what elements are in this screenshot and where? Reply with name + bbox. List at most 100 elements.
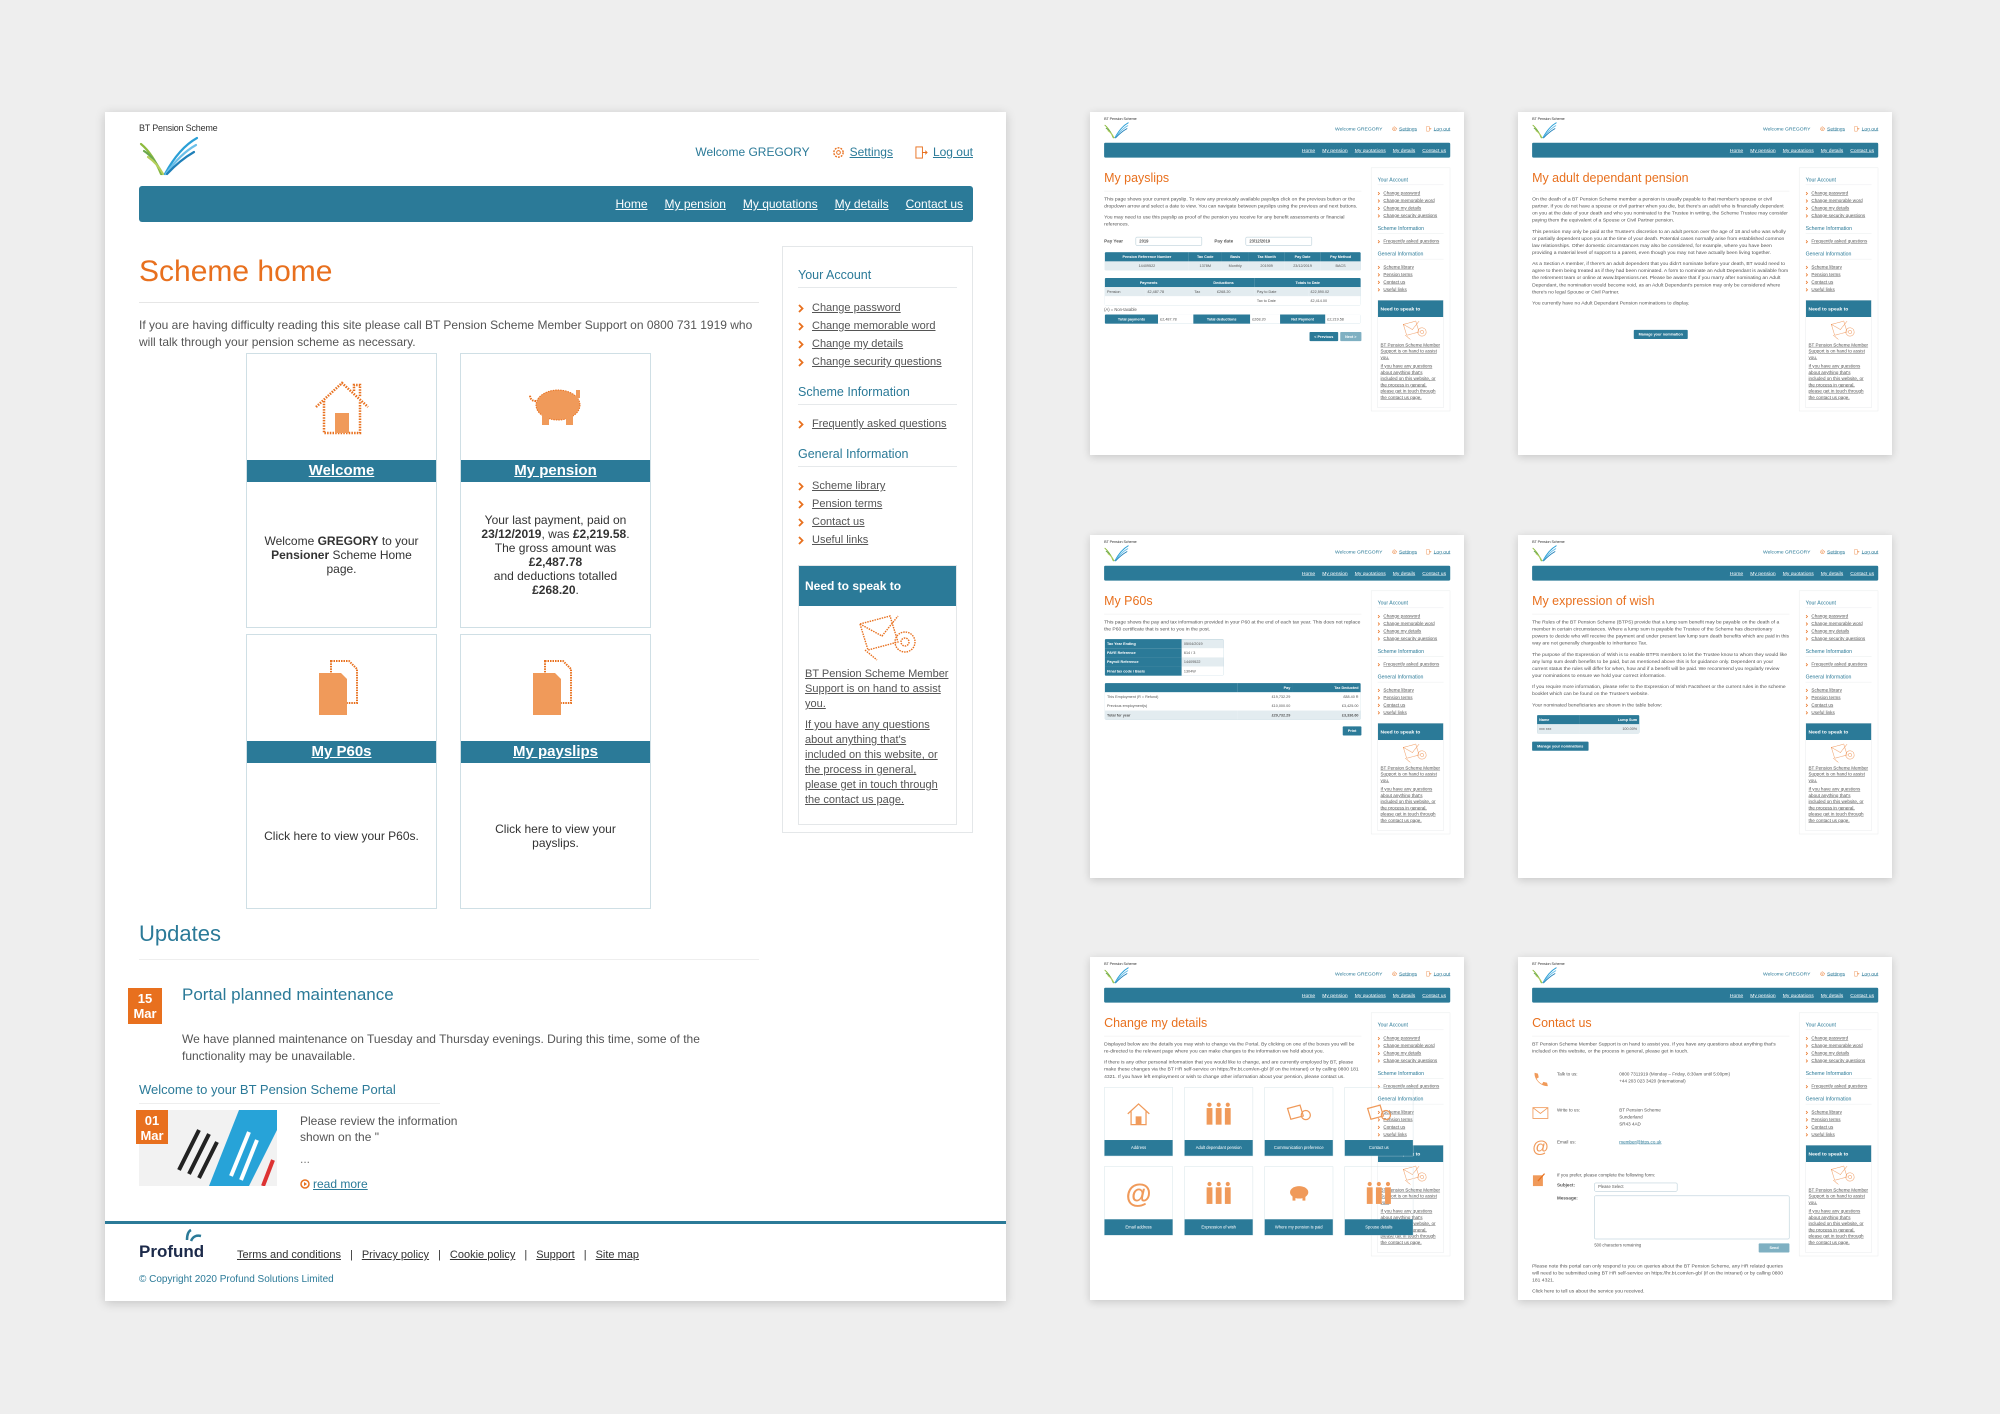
- sidebar-item[interactable]: Pension terms: [1377, 694, 1444, 701]
- speak-text-1[interactable]: BT Pension Scheme Member Support is on h…: [1380, 1187, 1441, 1206]
- address-tile[interactable]: Address: [1104, 1087, 1173, 1157]
- pension-terms-link[interactable]: Pension terms: [1811, 695, 1841, 701]
- sidebar-item[interactable]: Change memorable word: [1377, 1042, 1444, 1049]
- contact-us-link[interactable]: Contact us: [1811, 702, 1834, 708]
- contact-us-link[interactable]: Contact us: [1383, 702, 1406, 708]
- change-security-questions-link[interactable]: Change security questions: [1811, 636, 1866, 642]
- bt-pension-scheme-logo[interactable]: [1104, 545, 1129, 562]
- change-memorable-word-link[interactable]: Change memorable word: [1383, 621, 1435, 627]
- nav-home[interactable]: Home: [1301, 570, 1316, 577]
- my-payslips-tile[interactable]: My payslips Click here to view your pays…: [460, 634, 651, 909]
- change-my-details-link[interactable]: Change my details: [812, 338, 904, 350]
- pension-terms-link[interactable]: Pension terms: [1811, 272, 1841, 278]
- nav-my-details[interactable]: My details: [1820, 570, 1844, 577]
- faq-link[interactable]: Frequently asked questions: [1811, 238, 1868, 244]
- pension-terms-link[interactable]: Pension terms: [1811, 1117, 1841, 1123]
- settings-link[interactable]: Settings: [1820, 971, 1845, 977]
- nav-contact-us[interactable]: Contact us: [1422, 570, 1447, 577]
- change-my-details-link[interactable]: Change my details: [1383, 628, 1422, 634]
- change-password-link[interactable]: Change password: [1811, 613, 1849, 619]
- sidebar-item[interactable]: Scheme library: [1805, 686, 1872, 693]
- sidebar-item[interactable]: Scheme library: [1377, 686, 1444, 693]
- nav-home[interactable]: Home: [1729, 992, 1744, 999]
- pension-terms-link[interactable]: Pension terms: [812, 498, 883, 510]
- expression-of-wish-preview[interactable]: BT Pension Scheme Welcome GREGORY Settin…: [1518, 535, 1892, 878]
- next-button[interactable]: Next >: [1340, 331, 1362, 342]
- nav-home[interactable]: Home: [1729, 570, 1744, 577]
- change-security-questions-link[interactable]: Change security questions: [1811, 1058, 1866, 1064]
- pay-year-select[interactable]: 2019: [1135, 236, 1202, 246]
- change-memorable-word-link[interactable]: Change memorable word: [1811, 621, 1863, 627]
- change-password-link[interactable]: Change password: [812, 302, 901, 314]
- sidebar-item[interactable]: Useful links: [1377, 709, 1444, 716]
- sidebar-item[interactable]: Change password: [1805, 190, 1872, 197]
- p60s-preview[interactable]: BT Pension Scheme Welcome GREGORY Settin…: [1090, 535, 1464, 878]
- sidebar-item[interactable]: Change password: [1805, 613, 1872, 620]
- terms-link[interactable]: Terms and conditions: [237, 1249, 341, 1261]
- sidebar-item[interactable]: Contact us: [1377, 701, 1444, 708]
- sidebar-item[interactable]: Change memorable word: [798, 317, 957, 335]
- sidebar-item[interactable]: Change my details: [1805, 205, 1872, 212]
- logout-link[interactable]: Log out: [1854, 126, 1878, 132]
- speak-text-2[interactable]: If you have any questions about anything…: [1808, 786, 1864, 824]
- change-password-link[interactable]: Change password: [1383, 190, 1421, 196]
- contact-us-link[interactable]: Contact us: [1383, 279, 1406, 285]
- sidebar-item[interactable]: Useful links: [1805, 286, 1872, 293]
- change-memorable-word-link[interactable]: Change memorable word: [1383, 1043, 1435, 1049]
- sidebar-item[interactable]: Change password: [798, 299, 957, 317]
- logout-link[interactable]: Log out: [1426, 549, 1450, 555]
- change-memorable-word-link[interactable]: Change memorable word: [812, 320, 936, 332]
- nav-contact-us[interactable]: Contact us: [1850, 992, 1875, 999]
- my-pension-tile-label[interactable]: My pension: [461, 460, 650, 482]
- sidebar-item[interactable]: Change security questions: [1805, 212, 1872, 219]
- email-address-tile[interactable]: @ Email address: [1104, 1166, 1173, 1236]
- nav-contact-us[interactable]: Contact us: [1422, 992, 1447, 999]
- sidebar-item[interactable]: Contact us: [1805, 1123, 1872, 1130]
- sidebar-item[interactable]: Change memorable word: [1805, 1042, 1872, 1049]
- useful-links-link[interactable]: Useful links: [1811, 287, 1835, 293]
- logout-link[interactable]: Log out: [915, 145, 973, 159]
- spouse-details-tile[interactable]: Spouse details: [1344, 1166, 1414, 1236]
- scheme-library-link[interactable]: Scheme library: [812, 480, 886, 492]
- useful-links-link[interactable]: Useful links: [812, 534, 869, 546]
- sidebar-item[interactable]: Change security questions: [798, 353, 957, 371]
- nav-my-quotations[interactable]: My quotations: [1354, 147, 1386, 154]
- speak-text-1[interactable]: BT Pension Scheme Member Support is on h…: [805, 668, 949, 710]
- change-password-link[interactable]: Change password: [1811, 1035, 1849, 1041]
- nav-contact-us[interactable]: Contact us: [1850, 570, 1875, 577]
- scheme-library-link[interactable]: Scheme library: [1811, 264, 1842, 270]
- update-title[interactable]: Portal planned maintenance: [182, 985, 394, 1004]
- read-more-link[interactable]: read more: [300, 1177, 368, 1191]
- change-password-link[interactable]: Change password: [1811, 190, 1849, 196]
- change-details-preview[interactable]: BT Pension Scheme Welcome GREGORY Settin…: [1090, 957, 1464, 1300]
- contact-us-link[interactable]: Contact us: [1811, 1124, 1834, 1130]
- nav-my-details[interactable]: My details: [1392, 147, 1416, 154]
- logout-link[interactable]: Log out: [1854, 971, 1878, 977]
- sidebar-item[interactable]: Pension terms: [1805, 1116, 1872, 1123]
- manage-nominations-button[interactable]: Manage your nominations: [1532, 741, 1589, 751]
- sidebar-item[interactable]: Change security questions: [1377, 1057, 1444, 1064]
- change-security-questions-link[interactable]: Change security questions: [1383, 636, 1438, 642]
- send-button[interactable]: Send: [1758, 1243, 1790, 1253]
- faq-link[interactable]: Frequently asked questions: [1383, 661, 1440, 667]
- support-link[interactable]: Support: [536, 1249, 575, 1261]
- contact-us-preview[interactable]: BT Pension Scheme Welcome GREGORY Settin…: [1518, 957, 1892, 1300]
- sidebar-item[interactable]: Frequently asked questions: [1377, 238, 1444, 245]
- settings-link[interactable]: Settings: [1392, 549, 1417, 555]
- scheme-library-link[interactable]: Scheme library: [1383, 687, 1414, 693]
- sidebar-item[interactable]: Contact us: [798, 513, 957, 531]
- contact-us-tile[interactable]: Contact us: [1344, 1087, 1414, 1157]
- sidebar-item[interactable]: Useful links: [1377, 286, 1444, 293]
- my-pension-tile[interactable]: My pension Your last payment, paid on 23…: [460, 353, 651, 628]
- adult-dependant-tile[interactable]: Adult dependant pension: [1184, 1087, 1254, 1157]
- sidebar-item[interactable]: Frequently asked questions: [1377, 661, 1444, 668]
- sidebar-item[interactable]: Useful links: [1805, 709, 1872, 716]
- scheme-library-link[interactable]: Scheme library: [1383, 1109, 1414, 1115]
- nav-my-details[interactable]: My details: [1820, 992, 1844, 999]
- sidebar-item[interactable]: Contact us: [1805, 701, 1872, 708]
- nav-my-quotations[interactable]: My quotations: [742, 197, 818, 211]
- sidebar-item[interactable]: Scheme library: [1805, 263, 1872, 270]
- message-textarea[interactable]: [1594, 1195, 1790, 1240]
- manage-nomination-button[interactable]: Manage your nomination: [1633, 329, 1688, 340]
- nav-my-details[interactable]: My details: [834, 197, 889, 211]
